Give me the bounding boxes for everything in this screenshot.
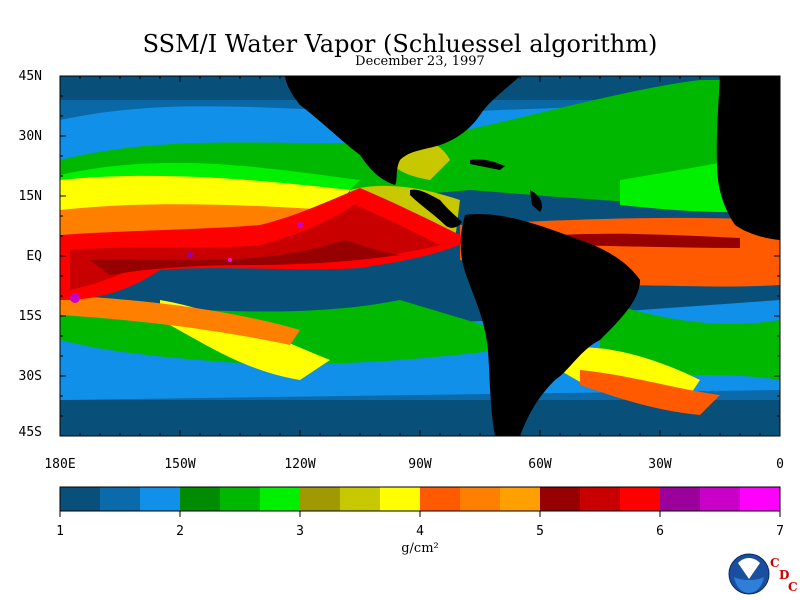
map-ticks [59,75,781,437]
colorbar-swatch [140,487,181,511]
lat-label-eq: EQ [26,249,42,264]
colorbar-tick-label: 3 [296,524,304,539]
colorbar-tick-label: 5 [536,524,544,539]
caribbean-islands [470,159,505,170]
lon-label-0: 0 [776,457,784,472]
lon-label-30w: 30W [648,457,672,472]
cdc-letter: C [788,580,798,594]
map-title: SSM/I Water Vapor (Schluessel algorithm) [142,30,658,58]
colorbar [59,486,781,517]
colorbar-swatch [380,487,421,511]
africa-europe-land [716,76,780,240]
lon-label-60w: 60W [528,457,552,472]
colorbar-swatch [180,487,221,511]
colorbar-tick-label: 7 [776,524,784,539]
colorbar-swatch [540,487,581,511]
colorbar-tick-label: 2 [176,524,184,539]
colorbar-swatch [660,487,701,511]
lat-label-45s: 45S [18,425,42,440]
lat-label-15n: 15N [18,189,42,204]
colorbar-swatch [580,487,621,511]
lat-label-30n: 30N [18,129,42,144]
lon-label-120w: 120W [284,457,316,472]
colorbar-swatch [740,487,781,511]
central-america-land [410,189,462,228]
lat-label-30s: 30S [18,369,42,384]
south-america-land [460,214,640,436]
map-date: December 23, 1997 [355,54,485,69]
colorbar-units: g/cm² [401,541,439,556]
noaa-logo-text: NOAA [742,561,757,567]
lon-label-90w: 90W [408,457,432,472]
colorbar-swatch [500,487,541,511]
colorbar-swatch [260,487,301,511]
colorbar-swatch [340,487,381,511]
colorbar-swatch [100,487,141,511]
colorbar-tick-label: 6 [656,524,664,539]
cdc-letter: C [770,556,780,570]
lat-label-15s: 15S [18,309,42,324]
colorbar-swatch [60,487,101,511]
colorbar-tick-label: 1 [56,524,64,539]
colorbar-swatch [460,487,501,511]
noaa-logo-icon: NOAA [728,553,770,595]
lon-label-180e: 180E [44,457,76,472]
map-field [60,76,780,436]
lat-label-45n: 45N [18,69,42,84]
colorbar-swatch [620,487,661,511]
colorbar-swatch [420,487,461,511]
cdc-letter: D [779,568,790,582]
lon-label-150w: 150W [164,457,196,472]
colorbar-swatch [700,487,741,511]
colorbar-swatch [220,487,261,511]
north-america-land [285,76,520,185]
colorbar-swatch [300,487,341,511]
colorbar-tick-label: 4 [416,524,424,539]
